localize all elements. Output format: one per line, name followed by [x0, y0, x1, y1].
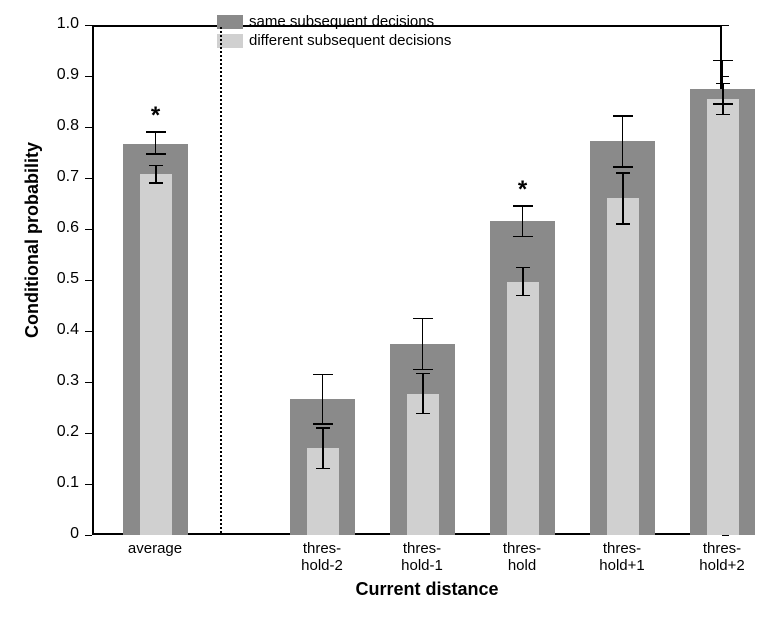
x-tick-label: average — [110, 541, 200, 558]
x-tick-label: thres-hold+1 — [577, 541, 667, 574]
bar-front — [507, 282, 539, 535]
bar-front — [140, 174, 172, 535]
legend: same subsequent decisions different subse… — [217, 13, 451, 51]
y-tick-label: 0.9 — [0, 66, 79, 84]
significance-star: * — [511, 176, 535, 204]
y-tick-label: 0.2 — [0, 423, 79, 441]
significance-star: * — [144, 102, 168, 130]
legend-label: same subsequent decisions — [249, 13, 434, 30]
legend-label: different subsequent decisions — [249, 32, 451, 49]
y-tick-label: 1.0 — [0, 15, 79, 33]
x-tick-label: thres-hold — [477, 541, 567, 574]
y-tick-label: 0.1 — [0, 474, 79, 492]
x-tick-label: thres-hold-1 — [377, 541, 467, 574]
y-axis-label: Conditional probability — [22, 90, 43, 390]
bar-front — [707, 99, 739, 535]
x-tick-label: thres-hold-2 — [277, 541, 367, 574]
y-tick-label: 0 — [0, 525, 79, 543]
x-axis-label: Current distance — [277, 579, 577, 600]
bar-front — [407, 394, 439, 535]
bar-front — [607, 198, 639, 535]
x-tick-label: thres-hold+2 — [677, 541, 764, 574]
divider-line — [220, 27, 222, 533]
